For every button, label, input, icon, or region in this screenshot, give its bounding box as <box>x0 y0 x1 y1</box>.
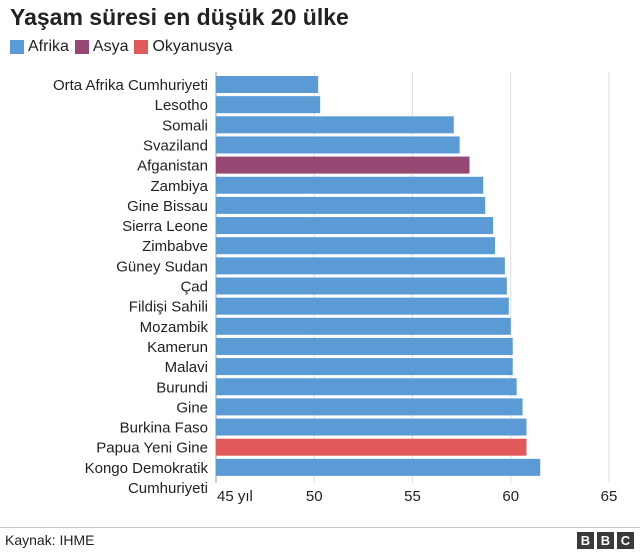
x-tick-label: 65 <box>601 488 618 505</box>
bar-11 <box>216 297 509 315</box>
footer-divider <box>0 527 640 528</box>
legend-item-asya: Asya <box>74 38 129 56</box>
category-label: Afganistan <box>137 158 208 175</box>
x-tick-label: 45 yıl <box>217 488 253 505</box>
category-label: Fildişi Sahili <box>129 299 208 316</box>
bar-8 <box>216 237 496 255</box>
chart-title: Yaşam süresi en düşük 20 ülke <box>10 4 349 30</box>
bbc-logo-b1: B <box>577 532 594 549</box>
bar-12 <box>216 317 511 335</box>
legend-label-asya: Asya <box>92 38 129 55</box>
bar-7 <box>216 217 494 235</box>
legend-label-okyanusya: Okyanusya <box>152 38 233 55</box>
bar-13 <box>216 337 513 355</box>
bar-6 <box>216 196 486 214</box>
category-label: Malavi <box>165 359 208 376</box>
bar-3 <box>216 136 460 154</box>
source-note: Kaynak: IHME <box>5 532 95 548</box>
bar-15 <box>216 378 517 396</box>
bar-14 <box>216 358 513 376</box>
category-label: Sierra Leone <box>122 218 208 235</box>
bar-9 <box>216 257 505 275</box>
bar-16 <box>216 398 523 416</box>
bar-18 <box>216 438 527 456</box>
category-label: Cumhuriyeti <box>128 480 208 497</box>
bbc-logo: B B C <box>574 532 634 549</box>
legend: Afrika Asya Okyanusya <box>10 36 239 58</box>
bar-1 <box>216 96 321 114</box>
x-tick-label: 60 <box>502 488 519 505</box>
bar-17 <box>216 418 527 436</box>
category-label: Somali <box>162 117 208 134</box>
category-label: Zimbabve <box>142 238 208 255</box>
bbc-logo-c: C <box>617 532 634 549</box>
category-label: Kamerun <box>147 339 208 356</box>
category-label: Mozambik <box>140 319 209 336</box>
category-label: Kongo Demokratik <box>85 460 209 477</box>
category-label: Papua Yeni Gine <box>96 440 208 457</box>
bar-0 <box>216 76 319 93</box>
legend-swatch-okyanusya <box>134 40 149 54</box>
category-label: Svaziland <box>143 137 208 154</box>
legend-item-okyanusya: Okyanusya <box>134 38 233 56</box>
bar-19 <box>216 458 541 476</box>
legend-swatch-afrika <box>10 40 24 54</box>
category-label: Güney Sudan <box>116 258 208 275</box>
category-label: Orta Afrika Cumhuriyeti <box>53 77 208 94</box>
x-axis-ticks: 45 yıl 50 55 60 65 <box>217 488 617 505</box>
x-tick-label: 55 <box>404 488 421 505</box>
category-label: Çad <box>180 279 208 296</box>
bbc-logo-b2: B <box>597 532 614 549</box>
x-tick-label: 50 <box>306 488 323 505</box>
category-label: Gine <box>176 399 208 416</box>
legend-label-afrika: Afrika <box>28 38 69 55</box>
bar-chart: Orta Afrika Cumhuriyeti Lesotho Somali Svaz… <box>53 72 617 505</box>
category-label: Burundi <box>156 379 208 396</box>
legend-swatch-asya <box>74 40 89 54</box>
bar-10 <box>216 277 507 295</box>
bar-4 <box>216 156 470 174</box>
category-label: Zambiya <box>150 178 208 195</box>
bars <box>216 76 541 476</box>
category-labels: Orta Afrika Cumhuriyeti Lesotho Somali Svaz… <box>53 77 209 497</box>
category-label: Lesotho <box>155 97 208 114</box>
bar-2 <box>216 116 454 134</box>
bar-5 <box>216 176 484 194</box>
category-label: Gine Bissau <box>127 198 208 215</box>
category-label: Burkina Faso <box>120 420 208 437</box>
legend-item-afrika: Afrika <box>10 38 69 56</box>
